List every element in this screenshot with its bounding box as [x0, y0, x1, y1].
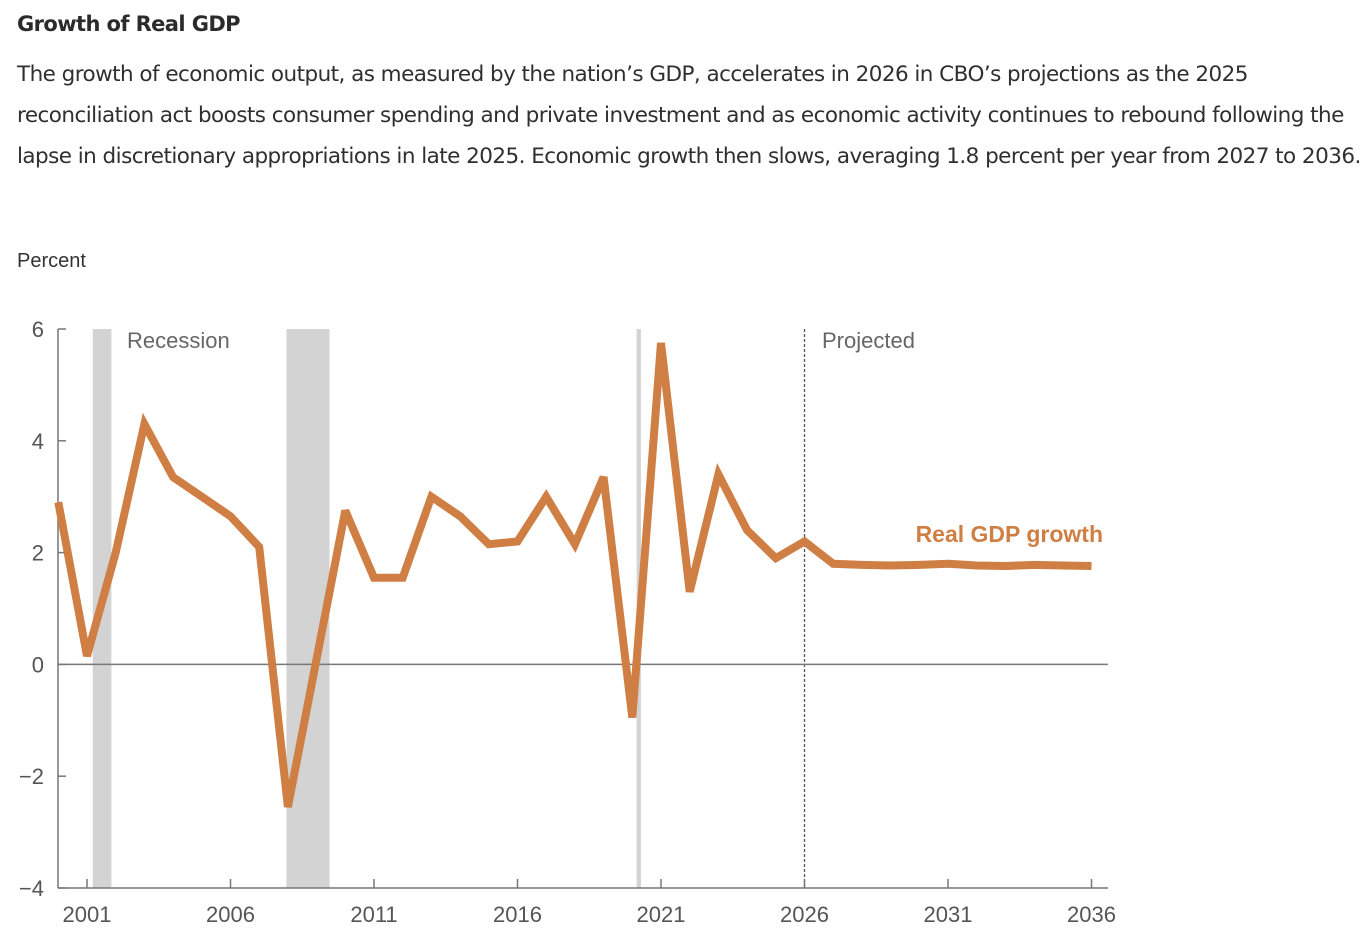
chart-description: The growth of economic output, as measur… [17, 62, 1361, 169]
recession-label: Recession [127, 328, 230, 353]
chart-labels: Recession Projected Real GDP growth [127, 328, 1103, 547]
y-tick-label: 4 [32, 429, 44, 454]
x-tick-label: 2001 [63, 902, 112, 927]
x-tick-label: 2036 [1067, 902, 1116, 927]
x-tick-label: 2011 [350, 902, 397, 927]
x-tick-label: 2016 [493, 902, 542, 927]
y-tick-label: −2 [19, 764, 44, 789]
x-tick-label: 2006 [206, 902, 255, 927]
projected-label: Projected [822, 328, 915, 353]
chart-title: Growth of Real GDP [17, 12, 241, 36]
y-axis-unit-label: Percent [17, 250, 86, 272]
y-tick-label: 0 [32, 652, 44, 677]
x-tick-label: 2031 [924, 902, 973, 927]
series-group [54, 342, 1092, 808]
y-tick-label: −4 [19, 876, 44, 901]
series-line-real-gdp-growth [54, 342, 1092, 808]
y-tick-label: 2 [32, 541, 44, 566]
series-label-real-gdp-growth: Real GDP growth [916, 521, 1103, 547]
x-tick-label: 2026 [780, 902, 829, 927]
recession-bands [92, 329, 641, 888]
axes: 6 4 2 0 −2 −4 2001 2006 2011 2016 2021 2026 2031 2036 [19, 317, 1116, 927]
y-tick-label: 6 [32, 317, 44, 342]
x-tick-label: 2021 [637, 902, 686, 927]
